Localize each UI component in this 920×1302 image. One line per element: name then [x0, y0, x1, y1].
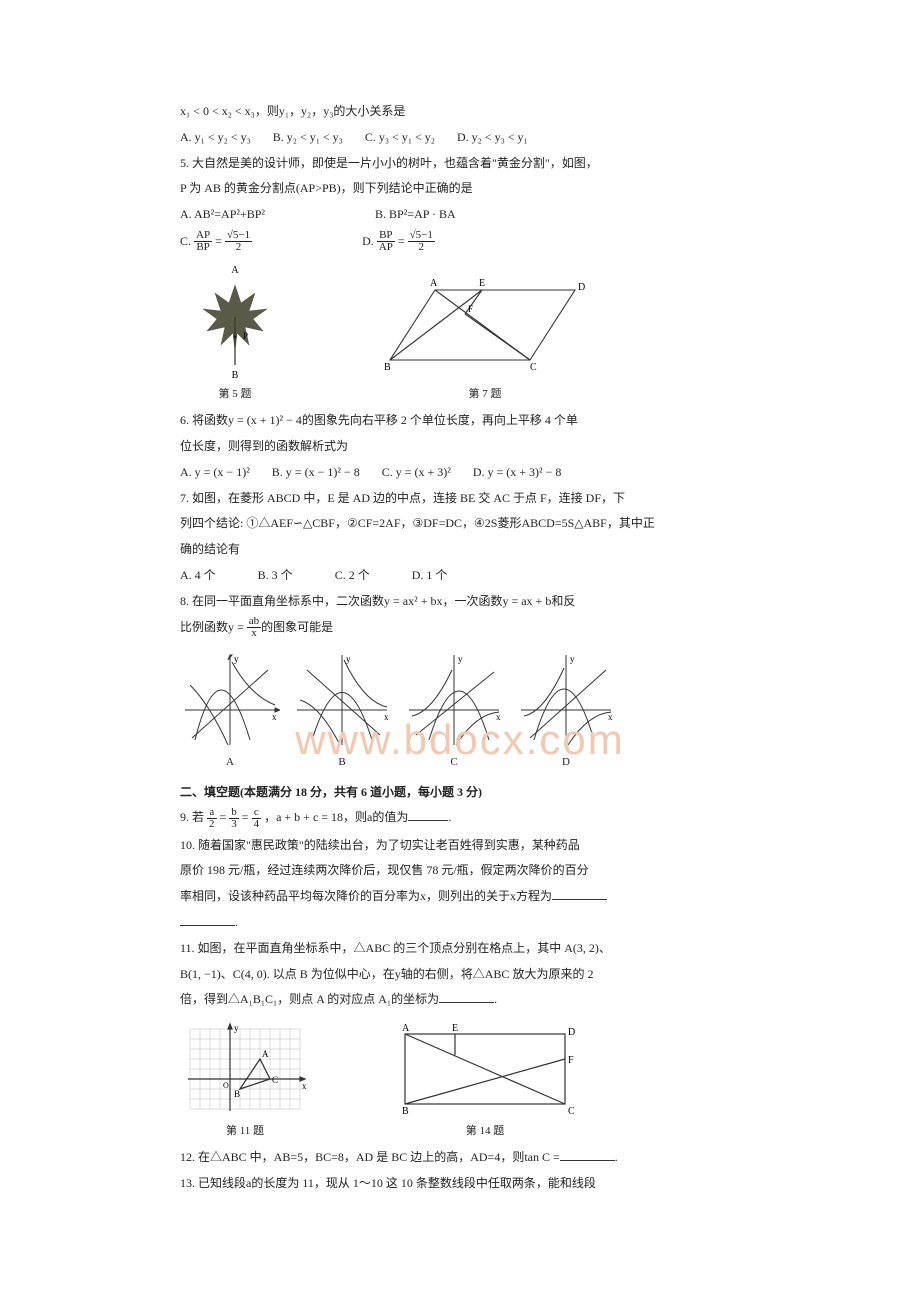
- q6-options: A. y = (x − 1)² B. y = (x − 1)² − 8 C. y…: [180, 461, 740, 484]
- q11-line3: 倍，得到△A₁B₁C₁，则点 A 的对应点 A₁的坐标为.: [180, 988, 740, 1011]
- q10-line1: 10. 随着国家"惠民政策"的陆续出台，为了切实让老百姓得到实惠，某种药品: [180, 834, 740, 857]
- q14-caption: 第 14 题: [390, 1121, 580, 1142]
- q11-figure: y x O A B C 第 11 题: [180, 1019, 310, 1142]
- q7-figure: A D E B C F 第 7 题: [380, 272, 590, 405]
- q6-opt-d: D. y = (x + 3)² − 8: [473, 461, 562, 484]
- q7-line2: 列四个结论: ①△AEF∽△CBF，②CF=2AF，③DF=DC，④2S菱形AB…: [180, 512, 740, 535]
- leaf-svg: A P B: [180, 262, 290, 382]
- q7-line3: 确的结论有: [180, 538, 740, 561]
- svg-text:y: y: [234, 1023, 239, 1033]
- q7-opt-a: A. 4 个: [180, 564, 216, 587]
- q7-line1: 7. 如图，在菱形 ABCD 中，E 是 AD 边的中点，连接 BE 交 AC …: [180, 487, 740, 510]
- q8-graph-d: y x D: [516, 650, 616, 773]
- q6-opt-a: A. y = (x − 1)²: [180, 461, 250, 484]
- q5-label-b: B: [232, 370, 239, 381]
- svg-text:x: x: [302, 1081, 307, 1091]
- svg-text:B: B: [402, 1106, 409, 1117]
- q7-label-d: D: [578, 282, 585, 293]
- svg-text:y: y: [346, 654, 351, 664]
- rhombus-svg: A D E B C F: [380, 272, 590, 382]
- q12: 12. 在△ABC 中，AB=5，BC=8，AD 是 BC 边上的高，AD=4，…: [180, 1146, 740, 1169]
- q7-opt-d: D. 1 个: [412, 564, 448, 587]
- q5-figure: A P B 第 5 题: [180, 262, 290, 405]
- section2-title: 二、填空题(本题满分 18 分，共有 6 道小题，每小题 3 分): [180, 781, 740, 804]
- svg-text:y: y: [234, 654, 239, 664]
- q6-opt-b: B. y = (x − 1)² − 8: [272, 461, 360, 484]
- svg-text:y: y: [570, 654, 575, 664]
- svg-text:x: x: [272, 712, 277, 722]
- q8-line1: 8. 在同一平面直角坐标系中，二次函数y = ax² + bx，一次函数y = …: [180, 590, 740, 613]
- q7-label-b: B: [384, 362, 391, 373]
- q5-opts-ab: A. AB²=AP²+BP² B. BP²=AP · BA: [180, 203, 740, 226]
- svg-text:F: F: [568, 1055, 574, 1066]
- q8-graph-b: y x B: [292, 650, 392, 773]
- q7-opt-b: B. 3 个: [258, 564, 293, 587]
- q5-opt-d: D. BPAP = √5−12: [362, 230, 435, 254]
- svg-text:x: x: [384, 712, 389, 722]
- svg-text:y: y: [458, 654, 463, 664]
- q4-opt-a: A. y₁ < y₂ < y₃: [180, 126, 251, 149]
- q4-opt-b: B. y₂ < y₁ < y₃: [273, 126, 343, 149]
- q8-graph-c: y x C: [404, 650, 504, 773]
- q5-opt-c: C. APBP = √5−12: [180, 230, 252, 254]
- q4-opt-d: D. y₂ < y₃ < y₁: [457, 126, 528, 149]
- q10-line2: 原价 198 元/瓶，经过连续两次降价后，现仅售 78 元/瓶，假定两次降价的百…: [180, 859, 740, 882]
- q10-line3: 率相同，设该种药品平均每次降价的百分率为x，则列出的关于x方程为: [180, 885, 740, 908]
- q7-opt-c: C. 2 个: [335, 564, 370, 587]
- q5-opts-cd: C. APBP = √5−12 D. BPAP = √5−12: [180, 230, 740, 254]
- svg-text:C: C: [568, 1106, 575, 1117]
- q7-label-e: E: [479, 278, 485, 289]
- q11-caption: 第 11 题: [180, 1121, 310, 1142]
- svg-text:O: O: [223, 1081, 229, 1090]
- q7-label-a: A: [430, 278, 438, 289]
- q5-label-a: A: [231, 265, 239, 276]
- svg-text:A: A: [402, 1023, 410, 1034]
- svg-text:x: x: [496, 712, 501, 722]
- q4-stem: x₁ < 0 < x₂ < x₃，则y₁，y₂，y₃的大小关系是: [180, 100, 740, 123]
- q6-line1: 6. 将函数y = (x + 1)² − 4的图象先向右平移 2 个单位长度，再…: [180, 409, 740, 432]
- q7-caption: 第 7 题: [380, 384, 590, 405]
- grid-svg: y x O A B C: [180, 1019, 310, 1119]
- q5-label-p: P: [243, 331, 248, 341]
- q5-opt-b: B. BP²=AP · BA: [375, 203, 456, 226]
- svg-text:D: D: [568, 1027, 575, 1038]
- q5-opt-a: A. AB²=AP²+BP²: [180, 203, 265, 226]
- svg-text:x: x: [608, 712, 613, 722]
- q10-line4: .: [180, 911, 740, 934]
- q7-label-f: F: [468, 304, 473, 314]
- q8-graphs: y x A y x B: [180, 650, 740, 773]
- q8-line2: 比例函数y = abx的图象可能是: [180, 616, 740, 640]
- svg-text:B: B: [234, 1089, 240, 1099]
- figures-row-2: y x O A B C 第 11 题 A D B C E F 第 14 题: [180, 1019, 740, 1142]
- q11-line1: 11. 如图，在平面直角坐标系中，△ABC 的三个顶点分别在格点上，其中 A(3…: [180, 937, 740, 960]
- figures-row-1: A P B 第 5 题 A D E B C F 第 7 题: [180, 262, 740, 405]
- q5-line1: 5. 大自然是美的设计师，即使是一片小小的树叶，也蕴含着"黄金分割"，如图，: [180, 152, 740, 175]
- q6-opt-c: C. y = (x + 3)²: [382, 461, 451, 484]
- q4-opt-c: C. y₃ < y₁ < y₂: [365, 126, 435, 149]
- q13: 13. 已知线段a的长度为 11，现从 1～10 这 10 条整数线段中任取两条…: [180, 1172, 740, 1195]
- q4-options: A. y₁ < y₂ < y₃ B. y₂ < y₁ < y₃ C. y₃ < …: [180, 126, 740, 149]
- q9: 9. 若 a2 = b3 = c4 ，a + b + c = 18，则a的值为.: [180, 806, 740, 830]
- svg-text:E: E: [452, 1023, 458, 1034]
- q8-graph-a: y x A: [180, 650, 280, 773]
- svg-text:A: A: [262, 1049, 269, 1059]
- q7-options: A. 4 个 B. 3 个 C. 2 个 D. 1 个: [180, 564, 740, 587]
- q11-line2: B(1, −1)、C(4, 0). 以点 B 为位似中心，在y轴的右侧，将△AB…: [180, 963, 740, 986]
- q5-line2: P 为 AB 的黄金分割点(AP>PB)，则下列结论中正确的是: [180, 177, 740, 200]
- q5-caption: 第 5 题: [180, 384, 290, 405]
- rect-svg: A D B C E F: [390, 1019, 580, 1119]
- q14-figure: A D B C E F 第 14 题: [390, 1019, 580, 1142]
- q7-label-c: C: [530, 362, 537, 373]
- q6-line2: 位长度，则得到的函数解析式为: [180, 435, 740, 458]
- svg-text:C: C: [272, 1075, 278, 1085]
